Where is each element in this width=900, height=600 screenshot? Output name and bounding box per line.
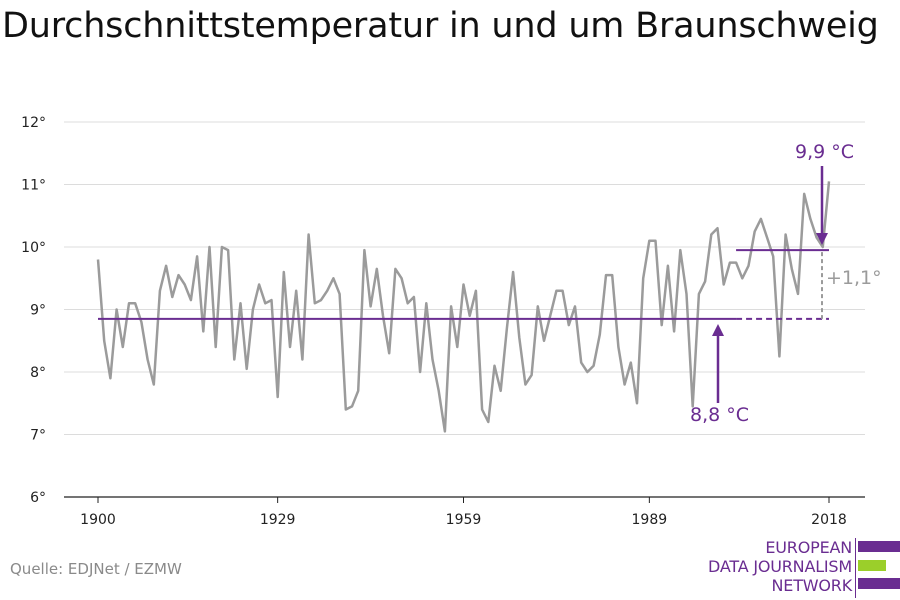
y-tick-label: 11°	[21, 178, 46, 194]
arrow-8-8-head	[712, 324, 724, 336]
logo-line-2: DATA JOURNALISM	[708, 557, 852, 576]
annotation-8-8: 8,8 °C	[690, 404, 749, 426]
logo-wordmark: EUROPEAN DATA JOURNALISM NETWORK	[708, 538, 852, 595]
logo-line-1: EUROPEAN	[765, 538, 852, 557]
temperature-series-line	[96, 181, 831, 433]
logo-bar-purple-top	[858, 541, 900, 552]
logo-line-3: NETWORK	[771, 576, 853, 595]
x-tick-label: 1959	[446, 512, 482, 528]
x-tick-label: 1900	[80, 512, 116, 528]
y-tick-label: 9°	[30, 303, 46, 319]
annotation-9-9: 9,9 °C	[795, 141, 854, 163]
logo-bar-purple-bottom	[858, 578, 900, 589]
source-note: Quelle: EDJNet / EZMW	[10, 560, 182, 578]
difference-label: +1,1°	[826, 267, 882, 289]
y-tick-label: 12°	[21, 115, 46, 131]
y-tick-label: 10°	[21, 240, 46, 256]
chart-title: Durchschnittstemperatur in und um Brauns…	[2, 6, 879, 46]
y-tick-label: 7°	[30, 428, 46, 444]
edjnet-logo: EUROPEAN DATA JOURNALISM NETWORK	[700, 538, 900, 598]
x-tick-label: 1929	[260, 512, 296, 528]
logo-divider	[855, 538, 856, 598]
x-tick-label: 2018	[811, 512, 847, 528]
y-tick-label: 8°	[30, 365, 46, 381]
logo-bar-green	[858, 560, 886, 571]
y-tick-label: 6°	[30, 490, 46, 506]
x-tick-label: 1989	[632, 512, 668, 528]
arrow-9-9-head	[816, 233, 828, 245]
